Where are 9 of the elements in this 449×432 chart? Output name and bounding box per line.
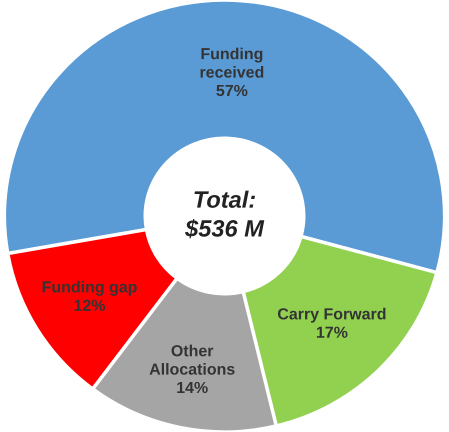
slice-label: Other Allocations bbox=[150, 344, 235, 375]
data-label: 57% bbox=[216, 84, 248, 96]
slice-label: Funding gap bbox=[42, 280, 137, 296]
text: Total: $536 M bbox=[185, 190, 264, 238]
slice-label: Carry Forward bbox=[278, 308, 386, 323]
data-label: 17% bbox=[316, 326, 348, 338]
data-label: 12% bbox=[74, 300, 106, 311]
slice-label: Funding received bbox=[200, 48, 264, 78]
data-label: 14% bbox=[177, 382, 208, 394]
